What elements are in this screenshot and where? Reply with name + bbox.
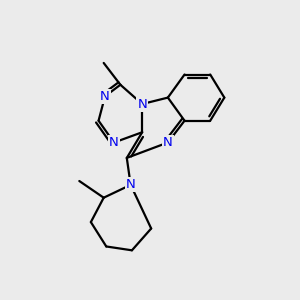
Text: N: N bbox=[137, 98, 147, 110]
Text: N: N bbox=[163, 136, 173, 149]
Text: N: N bbox=[109, 136, 119, 149]
Text: N: N bbox=[100, 90, 110, 103]
Text: N: N bbox=[126, 178, 136, 191]
